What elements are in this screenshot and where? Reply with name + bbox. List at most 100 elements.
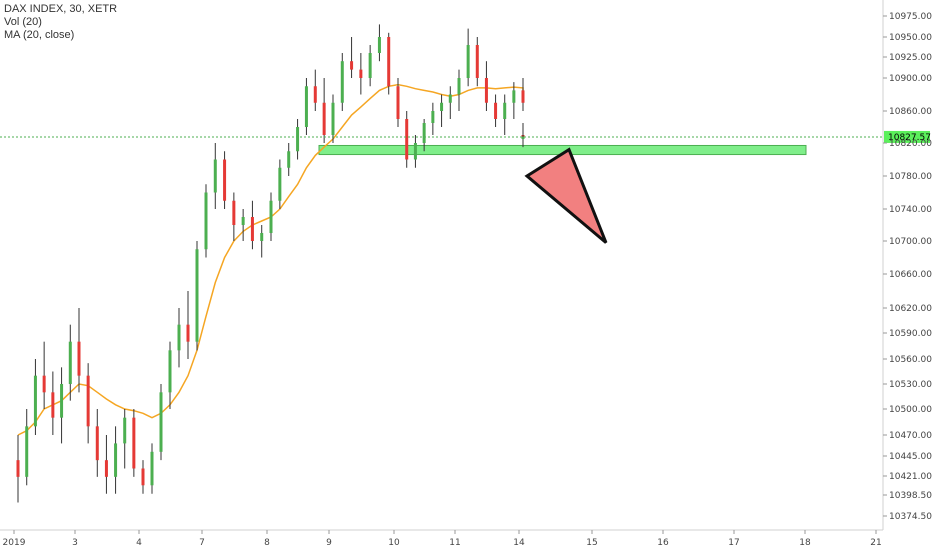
price-axis-tick-label: 10470.00 [889,431,932,441]
candle [377,24,381,62]
candle [331,94,335,143]
last-price-line-layer: 10827.57 [0,130,931,143]
candle [213,143,217,209]
time-axis-tick-label: 11 [449,538,460,548]
candle [494,94,498,127]
time-axis-tick-label: 10 [388,538,400,548]
triangle-drawing-layer[interactable] [524,147,608,244]
time-axis-tick-label: 17 [728,538,739,548]
price-axis-tick-label: 10700.00 [889,237,932,247]
price-axis-tick-label: 10860.00 [889,107,932,117]
candle [440,94,444,127]
candle [51,371,55,435]
chart-legend: DAX INDEX, 30, XETR Vol (20) MA (20, clo… [4,3,117,42]
triangle-drawing[interactable] [524,147,608,244]
candle [86,363,90,444]
candle [431,102,435,135]
price-axis-tick-label: 10975.00 [889,12,932,22]
candle [340,53,344,111]
price-axis-tick-label: 10374.50 [889,512,932,522]
legend-symbol: DAX INDEX, 30, XETR [4,3,118,15]
price-axis-tick-label: 10398.50 [889,491,932,501]
candle [33,359,37,435]
price-axis-tick-label: 10950.00 [889,33,932,43]
candle [466,28,470,87]
candle [322,78,326,143]
time-axis-tick-label: 16 [657,538,669,548]
candle [278,159,282,209]
candle [60,367,64,444]
price-axis-tick-label: 10925.00 [889,53,932,63]
candle [232,192,236,241]
time-axis-tick-label: 15 [586,538,597,548]
candle [296,119,300,160]
price-axis[interactable]: 10975.00 10950.00 10925.00 10900.00 10860.00… [883,12,932,522]
time-axis-tick-label: 8 [264,538,270,548]
candle [484,61,488,111]
time-axis-tick-label: 14 [513,538,525,548]
candle [195,241,199,351]
candle [521,127,525,145]
candle [313,69,317,111]
candle [150,443,154,494]
price-axis-tick-label: 10445.00 [889,452,932,462]
time-axis-tick-label: 9 [326,538,332,548]
candle [104,435,108,494]
candle [422,119,426,152]
candles-layer [16,24,525,503]
candle [512,82,516,119]
candle [269,192,273,241]
price-axis-tick-label: 10530.00 [889,380,932,390]
candle [521,78,525,111]
candle [223,151,227,209]
candle [413,135,417,168]
candle [503,94,507,135]
candle [95,409,99,477]
candle [168,341,172,409]
time-axis-tick-label: 3 [72,538,78,548]
candle [260,225,264,258]
candle [123,409,127,469]
last-price-tag-label: 10827.57 [888,133,931,143]
time-axis-tick-label: 7 [199,538,205,548]
candle [387,32,391,95]
price-axis-tick-label: 10620.00 [889,304,932,314]
price-axis-tick-label: 10780.00 [889,172,932,182]
legend-ma: MA (20, close) [4,29,75,41]
candle [16,435,20,503]
candle [350,37,354,78]
candle [475,37,479,87]
candle [141,460,145,494]
price-axis-tick-label: 10660.00 [889,270,932,280]
candle [405,111,409,168]
time-axis-tick-label: 4 [136,538,142,548]
candle [448,86,452,119]
candle [368,45,372,87]
candle [68,324,72,401]
time-axis-tick-label: 18 [799,538,811,548]
candle [241,209,245,241]
time-axis-tick-label: 2019 [3,538,26,548]
candle [114,426,118,494]
candle [159,384,163,461]
price-axis-tick-label: 10560.00 [889,355,932,365]
candle [457,69,461,111]
candle [177,308,181,368]
price-axis-tick-label: 10421.00 [889,472,932,482]
candle [304,78,308,135]
price-axis-tick-label: 10740.00 [889,205,932,215]
candle [132,409,136,477]
candle [42,341,46,409]
price-axis-tick-label: 10820.00 [889,139,932,149]
candle [250,200,254,250]
time-axis-tick-label: 21 [870,538,881,548]
candle [396,78,400,127]
candle [25,409,29,486]
candle [77,308,81,393]
candle [204,184,208,258]
time-axis[interactable]: 2019 3 4 7 8 9 10 11 14 15 16 17 18 21 [3,530,882,548]
candle [186,291,190,359]
candle [287,143,291,176]
legend-volume: Vol (20) [4,16,42,28]
